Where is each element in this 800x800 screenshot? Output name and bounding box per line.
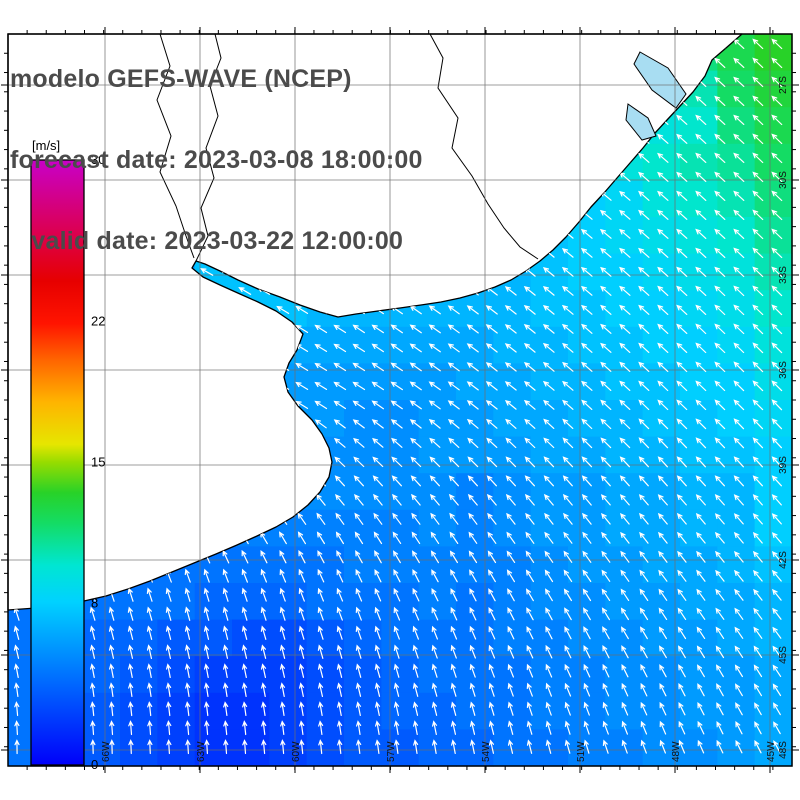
colorbar-tick-label: 0 (91, 757, 98, 772)
river-border-lines (156, 33, 687, 262)
colorbar-units-label: [m/s] (32, 138, 60, 153)
colorbar-gradient (30, 159, 85, 766)
svg-text:45W: 45W (766, 741, 777, 762)
svg-text:39S: 39S (778, 456, 789, 474)
colorbar: 0 8 15 22 30 [m/s] (30, 138, 105, 772)
colorbar-tick-label: 22 (91, 313, 105, 328)
svg-text:54W: 54W (481, 741, 492, 762)
svg-text:63W: 63W (196, 741, 207, 762)
svg-text:36S: 36S (778, 361, 789, 379)
y-axis-labels: 27S 30S 33S 36S 39S 42S 45S 48S (778, 76, 789, 759)
svg-text:57W: 57W (386, 741, 397, 762)
svg-text:27S: 27S (778, 76, 789, 94)
svg-text:33S: 33S (778, 266, 789, 284)
svg-text:51W: 51W (576, 741, 587, 762)
colorbar-tick-label: 30 (91, 152, 105, 167)
svg-text:42S: 42S (778, 551, 789, 569)
svg-text:60W: 60W (291, 741, 302, 762)
colorbar-tick-label: 15 (91, 455, 105, 470)
svg-text:30S: 30S (778, 171, 789, 189)
coastline-land (7, 33, 743, 611)
border-ticks (1, 27, 799, 773)
svg-text:48S: 48S (778, 741, 789, 759)
svg-text:66W: 66W (101, 741, 112, 762)
colorbar-tick-label: 8 (91, 596, 98, 611)
latlon-grid-lines (8, 34, 792, 766)
svg-text:45S: 45S (778, 646, 789, 664)
svg-text:48W: 48W (671, 741, 682, 762)
x-axis-labels: 66W 63W 60W 57W 54W 51W 48W 45W (101, 741, 777, 762)
